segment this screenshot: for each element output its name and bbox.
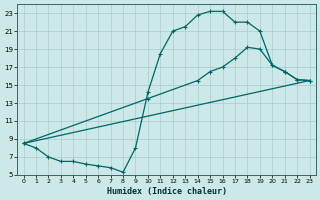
X-axis label: Humidex (Indice chaleur): Humidex (Indice chaleur): [107, 187, 227, 196]
